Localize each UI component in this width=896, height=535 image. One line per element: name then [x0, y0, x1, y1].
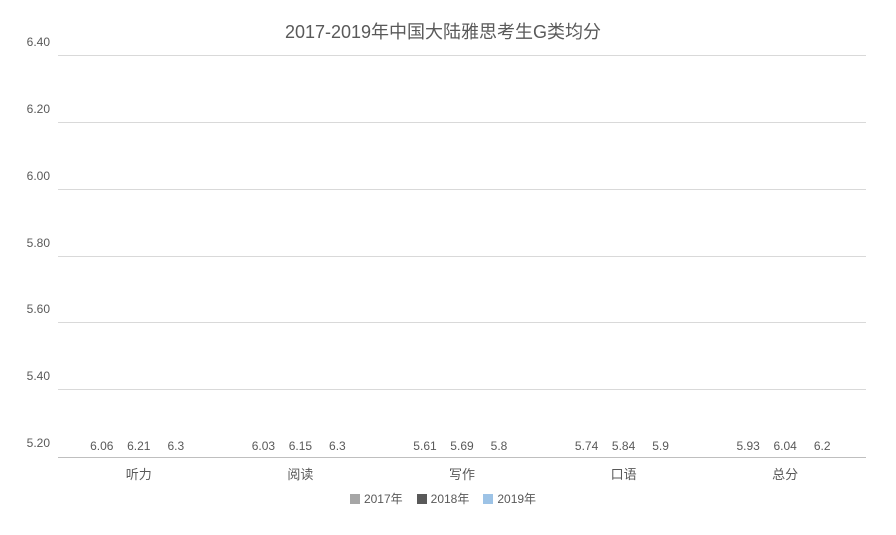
gridline [58, 189, 866, 190]
bar-value-label: 6.21 [127, 439, 150, 457]
bar-value-label: 6.04 [773, 439, 796, 457]
bar-value-label: 5.74 [575, 439, 598, 457]
bar-value-label: 5.61 [413, 439, 436, 457]
x-axis-labels: 听力阅读写作口语总分 [58, 458, 866, 486]
plot-area: 6.06 6.21 6.3 6.03 6.15 6.3 5.61 5.69 5.8 5.74 5.8… [58, 56, 866, 458]
y-tick-label: 5.20 [27, 436, 58, 450]
bar-value-label: 6.2 [814, 439, 831, 457]
legend-label: 2018年 [431, 490, 470, 507]
chart-title: 2017-2019年中国大陆雅思考生G类均分 [10, 10, 876, 56]
bar-value-label: 6.15 [289, 439, 312, 457]
bar-value-label: 6.3 [167, 439, 184, 457]
legend-swatch [483, 494, 493, 504]
bar-value-label: 5.69 [450, 439, 473, 457]
bar-value-label: 5.8 [491, 439, 508, 457]
legend-item: 2018年 [417, 490, 470, 507]
bar-value-label: 5.9 [652, 439, 669, 457]
y-tick-label: 6.40 [27, 35, 58, 49]
y-tick-label: 5.60 [27, 302, 58, 316]
bar-value-label: 5.93 [736, 439, 759, 457]
y-tick-label: 5.80 [27, 236, 58, 250]
bar-value-label: 6.3 [329, 439, 346, 457]
y-tick-label: 6.00 [27, 169, 58, 183]
bar-value-label: 6.06 [90, 439, 113, 457]
y-tick-label: 6.20 [27, 102, 58, 116]
legend-label: 2019年 [497, 490, 536, 507]
x-tick-label: 写作 [381, 458, 543, 486]
gridline [58, 389, 866, 390]
x-tick-label: 口语 [543, 458, 705, 486]
x-tick-label: 听力 [58, 458, 220, 486]
gridline [58, 55, 866, 56]
x-tick-label: 阅读 [220, 458, 382, 486]
bar-value-label: 5.84 [612, 439, 635, 457]
legend-swatch [417, 494, 427, 504]
legend-item: 2017年 [350, 490, 403, 507]
gridline [58, 122, 866, 123]
bar-value-label: 6.03 [252, 439, 275, 457]
x-tick-label: 总分 [704, 458, 866, 486]
y-tick-label: 5.40 [27, 369, 58, 383]
legend-item: 2019年 [483, 490, 536, 507]
bars-layer: 6.06 6.21 6.3 6.03 6.15 6.3 5.61 5.69 5.8 5.74 5.8… [58, 56, 866, 457]
legend-swatch [350, 494, 360, 504]
legend-label: 2017年 [364, 490, 403, 507]
plot-wrap: 6.06 6.21 6.3 6.03 6.15 6.3 5.61 5.69 5.8 5.74 5.8… [58, 56, 866, 486]
chart-container: 2017-2019年中国大陆雅思考生G类均分 6.066.216.36.036.… [0, 0, 896, 535]
legend: 2017年 2018年 2019年 [10, 486, 876, 507]
gridline [58, 322, 866, 323]
gridline [58, 256, 866, 257]
